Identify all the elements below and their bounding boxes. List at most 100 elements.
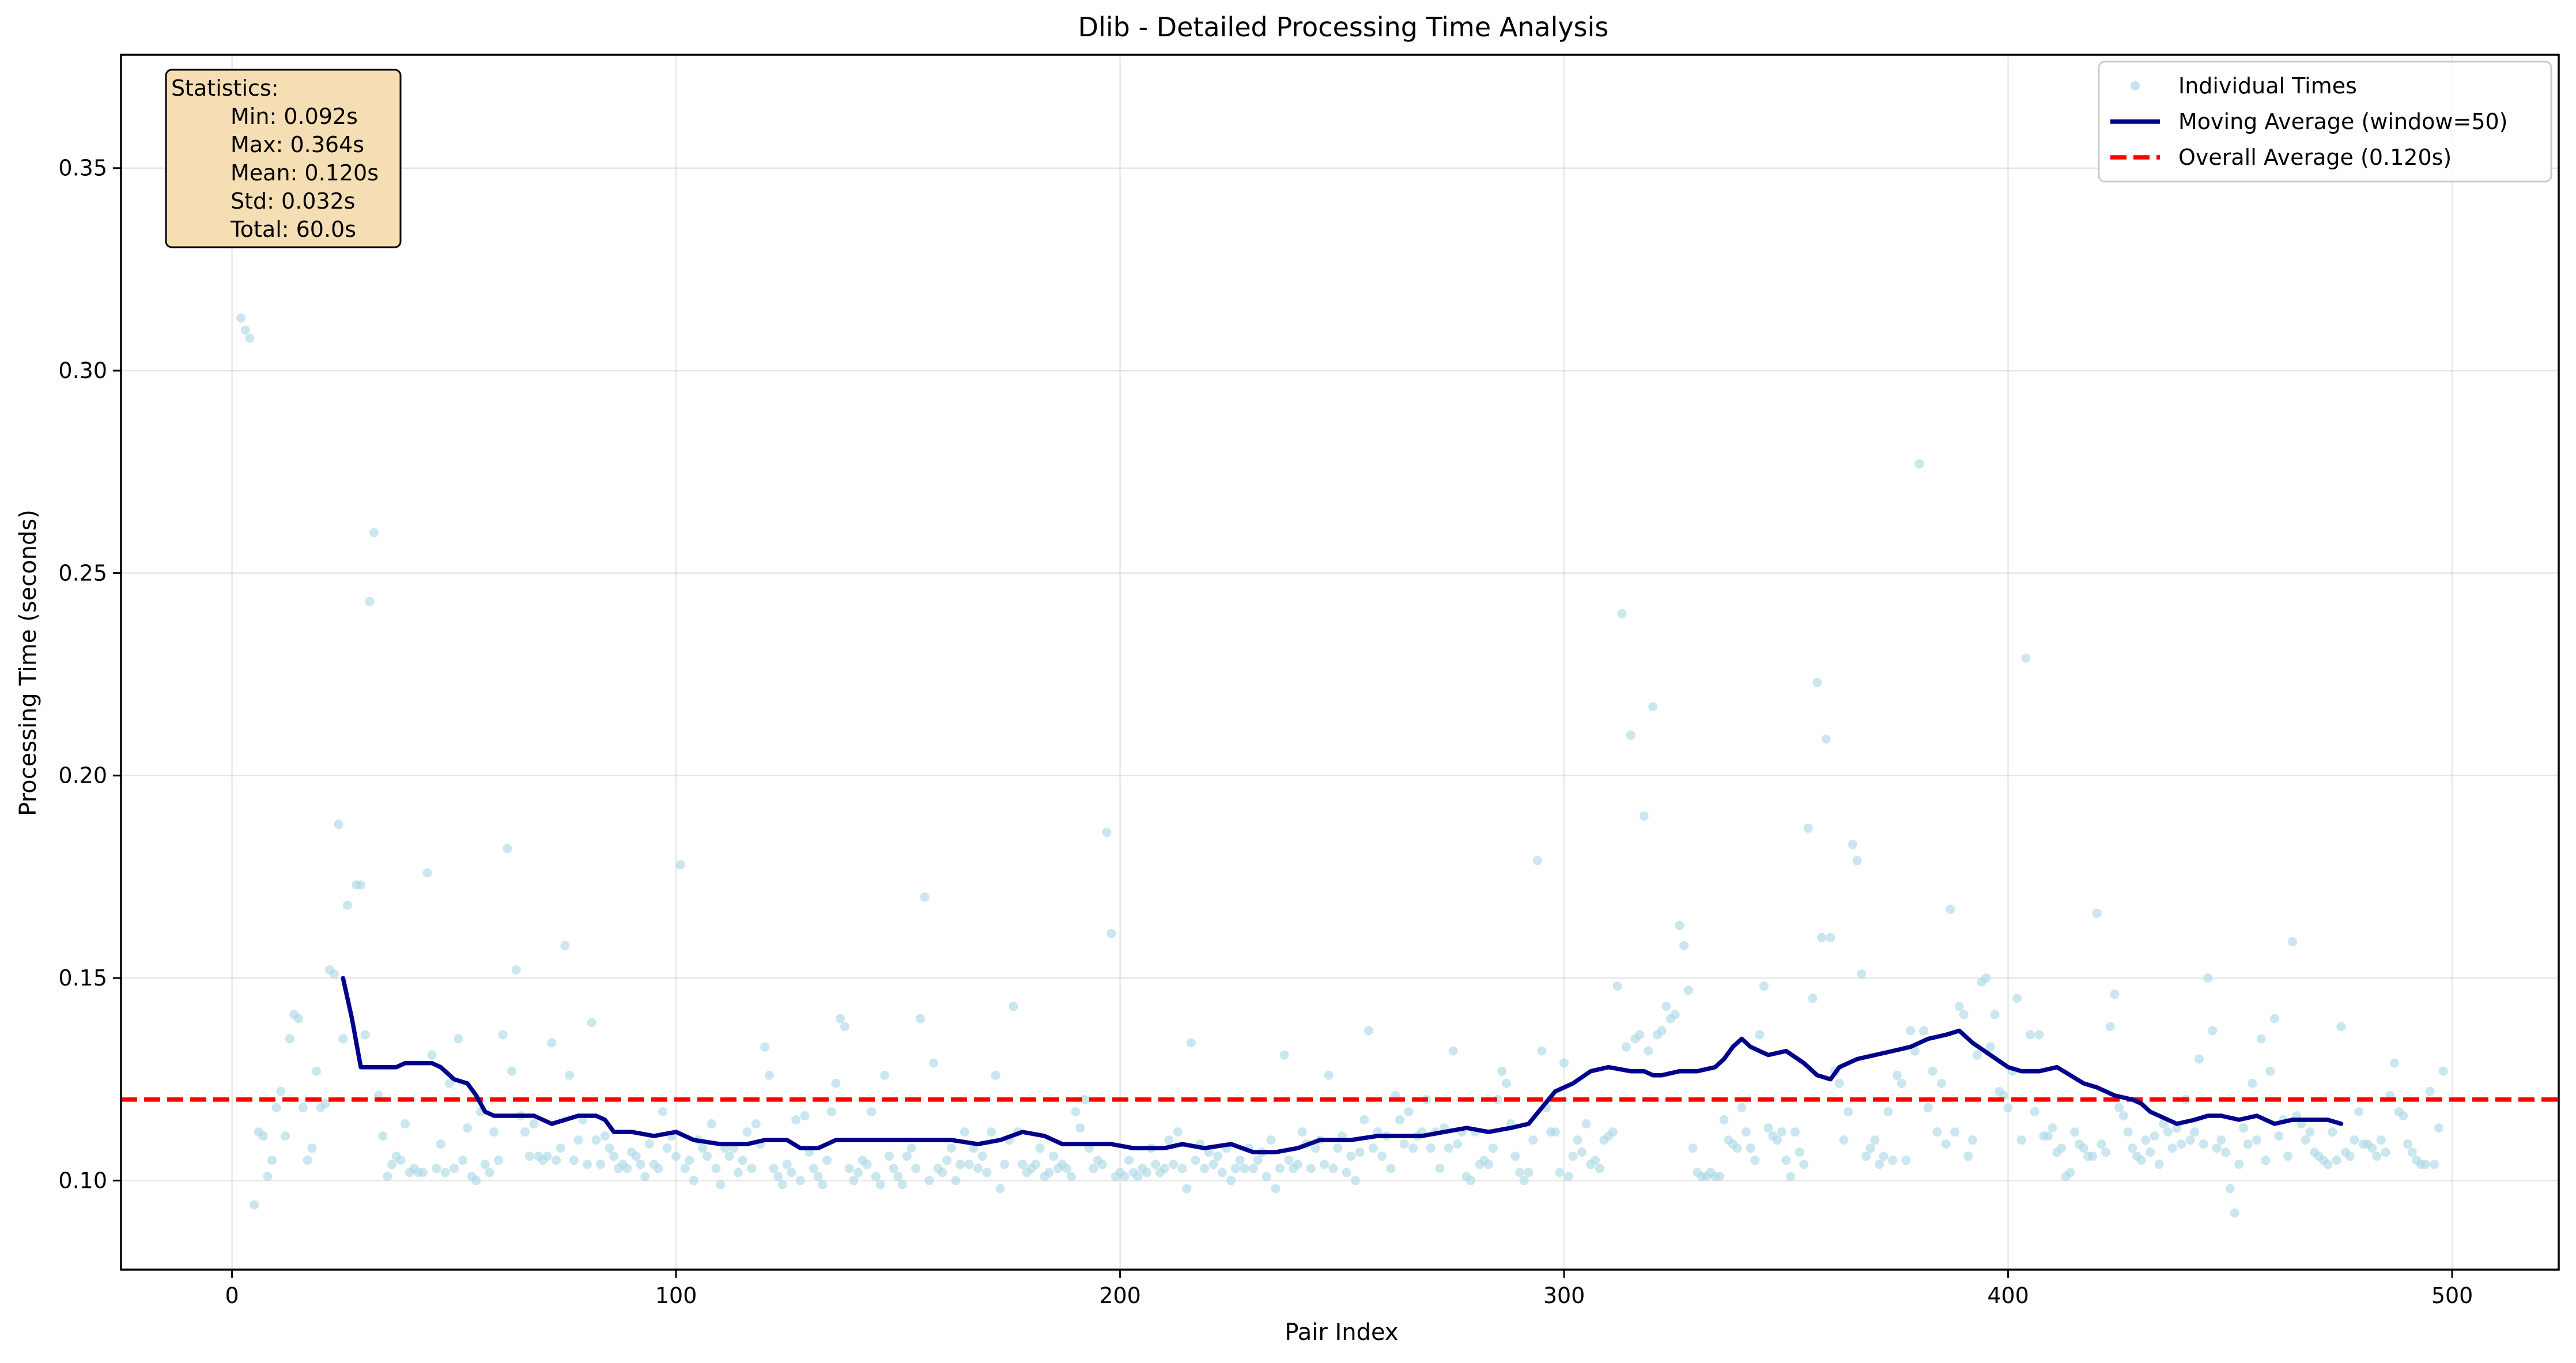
- data-point: [982, 1168, 992, 1177]
- data-point: [955, 1160, 965, 1169]
- data-point: [418, 1168, 428, 1177]
- data-point: [294, 1014, 304, 1024]
- data-point: [2123, 1127, 2133, 1137]
- data-point: [778, 1180, 788, 1190]
- data-point: [520, 1127, 530, 1137]
- data-point: [2381, 1147, 2390, 1157]
- data-point: [1089, 1164, 1098, 1173]
- data-point: [2328, 1127, 2337, 1137]
- data-point: [1248, 1164, 1258, 1173]
- data-point: [1342, 1168, 1351, 1177]
- data-point: [1901, 1156, 1911, 1165]
- data-point: [600, 1131, 610, 1141]
- data-point: [1897, 1078, 1906, 1088]
- data-point: [1950, 1127, 1960, 1137]
- data-point: [1679, 941, 1689, 950]
- data-point: [2101, 1147, 2111, 1157]
- data-point: [658, 1107, 667, 1116]
- data-point: [675, 860, 685, 870]
- data-point: [1044, 1168, 1054, 1177]
- data-point: [1426, 1143, 1436, 1153]
- data-point: [245, 333, 255, 343]
- data-point: [1279, 1050, 1289, 1060]
- data-point: [2199, 1139, 2208, 1149]
- data-point: [2159, 1119, 2169, 1129]
- data-point: [1075, 1123, 1085, 1133]
- x-tick-label: 0: [225, 1283, 239, 1308]
- data-point: [1826, 932, 1835, 942]
- data-point: [2425, 1086, 2435, 1096]
- data-point: [240, 325, 250, 335]
- data-point: [1453, 1139, 1463, 1149]
- data-point: [2208, 1026, 2218, 1036]
- data-point: [1102, 828, 1112, 837]
- data-point: [1755, 1030, 1765, 1040]
- data-point: [1910, 1046, 1920, 1056]
- data-point: [2163, 1127, 2173, 1137]
- data-point: [662, 1143, 672, 1153]
- data-point: [2261, 1156, 2271, 1165]
- data-point: [298, 1103, 308, 1112]
- data-point: [1066, 1172, 1076, 1181]
- data-point: [680, 1164, 690, 1173]
- data-point: [1923, 1103, 1933, 1112]
- data-point: [800, 1111, 810, 1120]
- data-point: [471, 1176, 481, 1185]
- data-point: [1399, 1139, 1409, 1149]
- data-point: [1595, 1164, 1604, 1173]
- data-point: [605, 1143, 614, 1153]
- data-point: [2221, 1147, 2231, 1157]
- data-point: [622, 1164, 632, 1173]
- data-point: [1018, 1160, 1028, 1169]
- data-point: [769, 1164, 779, 1173]
- data-point: [1448, 1046, 1458, 1056]
- stats-box: Statistics: Min: 0.092s Max: 0.364s Mean…: [165, 69, 402, 248]
- data-point: [1528, 1135, 1538, 1145]
- data-point: [724, 1151, 734, 1161]
- data-point: [2026, 1030, 2035, 1040]
- data-point: [2332, 1156, 2341, 1165]
- data-point: [387, 1160, 396, 1169]
- data-point: [2034, 1030, 2044, 1040]
- data-point: [1777, 1127, 1786, 1137]
- data-point: [2097, 1139, 2106, 1149]
- data-point: [1200, 1164, 1209, 1173]
- x-tick-label: 200: [1099, 1283, 1141, 1308]
- data-point: [906, 1143, 916, 1153]
- data-point: [2243, 1139, 2253, 1149]
- stats-max: Max: 0.364s: [231, 132, 364, 157]
- data-point: [654, 1164, 663, 1173]
- data-point: [334, 820, 343, 829]
- data-point: [862, 1160, 872, 1169]
- data-point: [1182, 1184, 1192, 1194]
- data-point: [1377, 1151, 1387, 1161]
- stats-mean: Mean: 0.120s: [231, 160, 379, 186]
- data-point: [1919, 1026, 1929, 1036]
- data-point: [498, 1030, 508, 1040]
- data-point: [529, 1119, 539, 1129]
- x-axis-label: Pair Index: [1285, 1319, 1398, 1346]
- data-point: [2172, 1123, 2182, 1133]
- data-point: [436, 1139, 445, 1149]
- data-point: [840, 1022, 849, 1032]
- data-point: [573, 1135, 583, 1145]
- data-point: [1875, 1160, 1884, 1169]
- data-point: [1683, 986, 1693, 995]
- data-point: [2434, 1123, 2443, 1133]
- data-point: [911, 1164, 921, 1173]
- data-point: [422, 868, 432, 878]
- data-point: [2367, 1143, 2377, 1153]
- data-point: [1537, 1046, 1547, 1056]
- data-point: [1035, 1143, 1045, 1153]
- data-point: [2128, 1143, 2137, 1153]
- data-point: [987, 1127, 996, 1137]
- data-point: [1466, 1176, 1476, 1185]
- data-point: [1328, 1164, 1338, 1173]
- data-point: [1151, 1160, 1161, 1169]
- data-point: [822, 1156, 832, 1165]
- stats-box-background: [165, 69, 402, 248]
- data-point: [671, 1151, 681, 1161]
- data-point: [462, 1123, 472, 1133]
- data-point: [2336, 1022, 2346, 1032]
